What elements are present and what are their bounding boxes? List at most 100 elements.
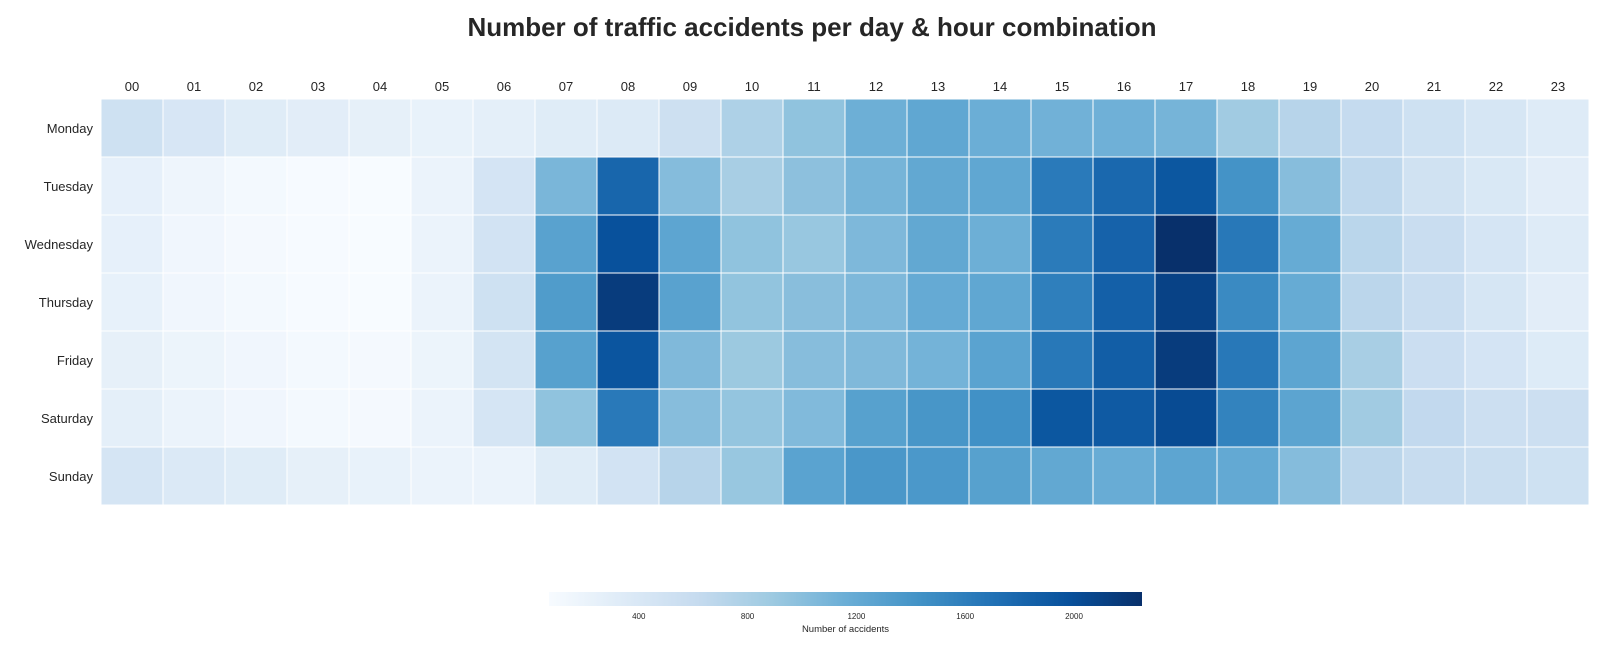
- heatmap-cell-monday-23: [1526, 98, 1590, 158]
- heatmap-cell-monday-13: [906, 98, 970, 158]
- heatmap-cell-tuesday-01: [162, 156, 226, 216]
- heatmap-cell-saturday-02: [224, 388, 288, 448]
- heatmap-cell-tuesday-22: [1464, 156, 1528, 216]
- heatmap-cell-sunday-15: [1030, 446, 1094, 506]
- heatmap-cell-tuesday-00: [100, 156, 164, 216]
- heatmap-cell-tuesday-17: [1154, 156, 1218, 216]
- heatmap-cell-thursday-20: [1340, 272, 1404, 332]
- heatmap-cell-monday-21: [1402, 98, 1466, 158]
- heatmap-cell-thursday-15: [1030, 272, 1094, 332]
- heatmap-cell-friday-01: [162, 330, 226, 390]
- heatmap-cell-friday-10: [720, 330, 784, 390]
- heatmap-cell-wednesday-23: [1526, 214, 1590, 274]
- heatmap-cell-monday-02: [224, 98, 288, 158]
- heatmap-cell-thursday-00: [100, 272, 164, 332]
- heatmap-cell-thursday-05: [410, 272, 474, 332]
- heatmap-cell-monday-07: [534, 98, 598, 158]
- heatmap-cell-friday-20: [1340, 330, 1404, 390]
- heatmap-cell-saturday-01: [162, 388, 226, 448]
- heatmap-cell-sunday-11: [782, 446, 846, 506]
- heatmap-cell-tuesday-05: [410, 156, 474, 216]
- heatmap-cell-thursday-13: [906, 272, 970, 332]
- x-tick-label-10: 10: [745, 79, 759, 94]
- heatmap-cell-friday-00: [100, 330, 164, 390]
- heatmap-cell-friday-23: [1526, 330, 1590, 390]
- x-tick-label-08: 08: [621, 79, 635, 94]
- y-tick-label-thursday: Thursday: [39, 295, 94, 310]
- x-tick-label-05: 05: [435, 79, 449, 94]
- heatmap-cell-tuesday-14: [968, 156, 1032, 216]
- heatmap-cell-sunday-21: [1402, 446, 1466, 506]
- heatmap-cell-tuesday-19: [1278, 156, 1342, 216]
- heatmap-cell-thursday-14: [968, 272, 1032, 332]
- heatmap-cell-thursday-03: [286, 272, 350, 332]
- y-tick-label-wednesday: Wednesday: [25, 237, 94, 252]
- heatmap-cell-thursday-11: [782, 272, 846, 332]
- heatmap-cell-thursday-07: [534, 272, 598, 332]
- heatmap-cell-monday-18: [1216, 98, 1280, 158]
- heatmap-cell-tuesday-10: [720, 156, 784, 216]
- heatmap-cell-tuesday-12: [844, 156, 908, 216]
- x-tick-label-23: 23: [1551, 79, 1565, 94]
- heatmap-cell-wednesday-03: [286, 214, 350, 274]
- heatmap-cell-sunday-18: [1216, 446, 1280, 506]
- heatmap-cell-saturday-05: [410, 388, 474, 448]
- heatmap-cell-friday-02: [224, 330, 288, 390]
- heatmap-cell-saturday-12: [844, 388, 908, 448]
- heatmap-cell-friday-07: [534, 330, 598, 390]
- heatmap-cell-thursday-16: [1092, 272, 1156, 332]
- x-tick-label-18: 18: [1241, 79, 1255, 94]
- heatmap-cell-monday-09: [658, 98, 722, 158]
- heatmap-cell-friday-03: [286, 330, 350, 390]
- x-tick-label-21: 21: [1427, 79, 1441, 94]
- x-tick-label-07: 07: [559, 79, 573, 94]
- heatmap-cell-wednesday-12: [844, 214, 908, 274]
- heatmap-cell-sunday-09: [658, 446, 722, 506]
- heatmap-cell-tuesday-13: [906, 156, 970, 216]
- heatmap-cell-wednesday-15: [1030, 214, 1094, 274]
- y-tick-label-sunday: Sunday: [49, 469, 94, 484]
- heatmap-cell-sunday-12: [844, 446, 908, 506]
- heatmap-cell-saturday-16: [1092, 388, 1156, 448]
- heatmap-cell-thursday-08: [596, 272, 660, 332]
- heatmap-cell-friday-11: [782, 330, 846, 390]
- heatmap-cell-saturday-19: [1278, 388, 1342, 448]
- heatmap-cell-thursday-12: [844, 272, 908, 332]
- heatmap-cell-wednesday-07: [534, 214, 598, 274]
- heatmap-cell-friday-13: [906, 330, 970, 390]
- x-tick-label-22: 22: [1489, 79, 1503, 94]
- heatmap-cell-tuesday-03: [286, 156, 350, 216]
- heatmap-cell-wednesday-09: [658, 214, 722, 274]
- heatmap-cell-monday-10: [720, 98, 784, 158]
- heatmap-cell-monday-04: [348, 98, 412, 158]
- x-tick-label-13: 13: [931, 79, 945, 94]
- heatmap-cell-thursday-02: [224, 272, 288, 332]
- heatmap-cell-saturday-10: [720, 388, 784, 448]
- x-tick-label-06: 06: [497, 79, 511, 94]
- heatmap-cell-saturday-17: [1154, 388, 1218, 448]
- heatmap-cell-sunday-13: [906, 446, 970, 506]
- heatmap-cell-friday-19: [1278, 330, 1342, 390]
- heatmap-cell-wednesday-05: [410, 214, 474, 274]
- heatmap-cell-saturday-06: [472, 388, 536, 448]
- chart-title: Number of traffic accidents per day & ho…: [467, 12, 1157, 42]
- x-tick-label-11: 11: [807, 79, 821, 94]
- heatmap-cell-saturday-23: [1526, 388, 1590, 448]
- heatmap-cell-wednesday-19: [1278, 214, 1342, 274]
- heatmap-cell-wednesday-16: [1092, 214, 1156, 274]
- heatmap-cell-friday-22: [1464, 330, 1528, 390]
- heatmap-cell-sunday-02: [224, 446, 288, 506]
- x-tick-label-15: 15: [1055, 79, 1069, 94]
- x-tick-label-17: 17: [1179, 79, 1193, 94]
- heatmap-cell-friday-15: [1030, 330, 1094, 390]
- heatmap-cell-wednesday-22: [1464, 214, 1528, 274]
- heatmap-cell-friday-05: [410, 330, 474, 390]
- heatmap-cell-sunday-16: [1092, 446, 1156, 506]
- heatmap-cell-wednesday-17: [1154, 214, 1218, 274]
- x-tick-label-14: 14: [993, 79, 1007, 94]
- heatmap-cell-monday-06: [472, 98, 536, 158]
- heatmap-cell-saturday-03: [286, 388, 350, 448]
- heatmap-cell-wednesday-20: [1340, 214, 1404, 274]
- heatmap-cells: [100, 98, 1590, 506]
- heatmap-cell-monday-14: [968, 98, 1032, 158]
